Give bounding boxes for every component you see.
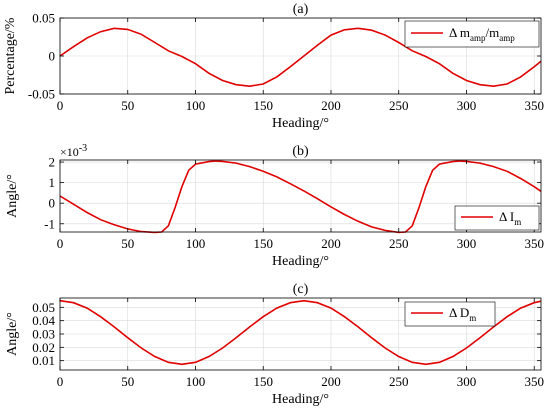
x-tick-label: 0 [57, 236, 64, 251]
x-tick-label: 150 [253, 374, 273, 389]
y-axis-label: Angle/° [5, 312, 20, 356]
legend: Δ Dm [404, 301, 496, 327]
chart-title: (b) [292, 144, 309, 159]
legend: Δ Im [454, 205, 540, 231]
x-tick-label: 200 [321, 374, 341, 389]
y-tick-label: 0 [49, 49, 56, 64]
chart-title: (a) [293, 2, 309, 17]
plot-frame [59, 159, 542, 233]
x-tick-label: 300 [457, 98, 477, 113]
chart-title: (c) [293, 282, 309, 297]
y-tick-label: 0.04 [32, 313, 55, 328]
legend-box [404, 301, 496, 327]
y-axis-label: Percentage/% [3, 17, 18, 94]
y-tick-label: 0.05 [32, 300, 55, 315]
series-line-1 [59, 299, 542, 366]
x-tick-label: 50 [121, 374, 134, 389]
x-tick-label: 350 [524, 236, 544, 251]
y-tick-label: -1 [44, 216, 55, 231]
legend-label: Δ mamp/mamp [449, 25, 515, 43]
x-tick-label: 0 [57, 98, 64, 113]
chart-panel-3: 0 50 100 150 200 250 300 350 0.010.020.030.040.0… [5, 282, 544, 407]
y-tick-label: 1 [49, 175, 56, 190]
y-tick-label: 0.02 [32, 340, 55, 355]
chart-panel-2: 0 50 100 150 200 250 300 350-1012(b)Heading/°An… [5, 143, 544, 269]
x-tick-label: 100 [186, 374, 206, 389]
x-tick-label: 100 [186, 236, 206, 251]
y-tick-label: 0 [49, 196, 56, 211]
legend-box [404, 20, 540, 48]
y-tick-label: 2 [49, 155, 56, 170]
legend-label: Δ Dm [449, 305, 476, 323]
x-tick-label: 50 [121, 98, 134, 113]
x-tick-label: 100 [186, 98, 206, 113]
y-tick-label: 0.01 [32, 353, 55, 368]
y-tick-label: 0.03 [32, 327, 55, 342]
y-tick-label: 0.05 [32, 11, 55, 26]
x-axis-label: Heading/° [272, 116, 329, 131]
y-tick-label: -0.05 [28, 87, 55, 102]
x-tick-label: 50 [121, 236, 134, 251]
x-axis-label: Heading/° [272, 254, 329, 269]
x-tick-label: 250 [389, 374, 409, 389]
x-tick-label: 150 [253, 236, 273, 251]
x-tick-label: 300 [457, 236, 477, 251]
y-axis-label: Angle/° [5, 174, 20, 218]
series-line-1 [59, 27, 542, 88]
chart-panel-1: 0 50 100 150 200 250 300 350-0.0500.05(a)Headin… [3, 2, 544, 131]
x-tick-label: 0 [57, 374, 64, 389]
legend-label: Δ Im [499, 209, 521, 227]
x-tick-label: 200 [321, 236, 341, 251]
y-axis-exponent: ×10-3 [60, 143, 87, 159]
x-tick-label: 300 [457, 374, 477, 389]
legend-box [454, 205, 540, 231]
x-tick-label: 250 [389, 236, 409, 251]
x-tick-label: 150 [253, 98, 273, 113]
x-tick-label: 350 [524, 374, 544, 389]
legend: Δ mamp/mamp [404, 20, 540, 48]
x-tick-label: 250 [389, 98, 409, 113]
x-axis-label: Heading/° [272, 392, 329, 407]
x-tick-label: 200 [321, 98, 341, 113]
x-tick-label: 350 [524, 98, 544, 113]
